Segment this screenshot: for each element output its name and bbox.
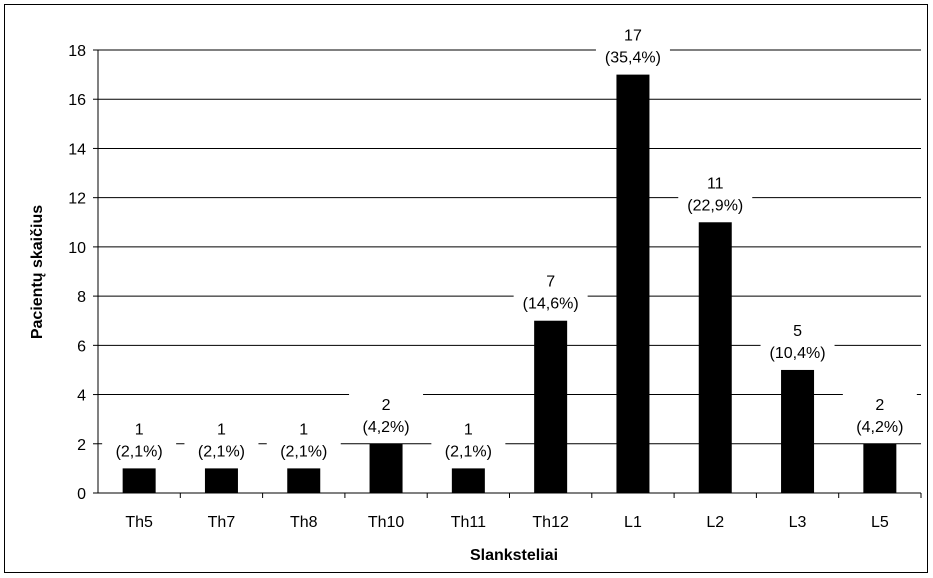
data-label-background [842,393,917,438]
data-label-percent: (2,1%) [198,443,245,460]
x-tick-label: Th10 [368,514,405,531]
y-tick-label: 4 [77,388,86,405]
data-label-percent: (35,4%) [605,50,661,67]
bar [781,369,815,493]
data-label-count: 1 [135,421,144,438]
bars [122,74,897,493]
data-label-background [184,418,259,463]
data-label-percent: (22,9%) [687,197,743,214]
x-tick-label: Th12 [532,514,569,531]
data-label-count: 11 [707,175,724,192]
data-label-count: 2 [382,397,391,414]
data-label-background [266,418,341,463]
data-label-count: 5 [793,323,802,340]
y-tick-label: 2 [77,437,86,454]
x-tick-label: L2 [706,514,724,531]
y-tick-label: 8 [77,289,86,306]
data-label-percent: (4,2%) [362,419,409,436]
x-tick-label: L3 [789,514,807,531]
x-axis-title: Slanksteliai [470,547,558,564]
data-label-percent: (2,1%) [280,443,327,460]
y-tick-label: 18 [68,43,86,60]
x-tick-label: L5 [871,514,889,531]
x-tick-label: Th7 [208,514,236,531]
x-tick-label: L1 [624,514,642,531]
y-axis-title: Pacientų skaičius [29,205,46,339]
data-label-background [102,418,177,463]
bar [204,468,238,493]
y-tick-label: 16 [68,92,86,109]
data-label-background [349,393,424,438]
bar [698,222,732,493]
data-label-count: 1 [299,421,308,438]
data-labels: 1 (2,1%) 1 (2,1%) 1 (2,1%) 2 (4,2%) 1 (2,1%) 7 (14,… [116,28,904,461]
data-label-percent: (10,4%) [770,345,826,362]
x-tick-label: Th11 [451,514,486,531]
bar [863,443,897,493]
bar [616,74,650,493]
y-tick-label: 0 [77,486,86,503]
bar [451,468,485,493]
data-label-count: 7 [546,274,555,291]
data-label-percent: (2,1%) [116,443,163,460]
data-label-background [513,270,588,315]
y-tick-label: 12 [68,191,86,208]
data-label-count: 1 [464,421,473,438]
bar [122,468,156,493]
data-label-percent: (14,6%) [523,296,579,313]
bar [287,468,321,493]
y-tick-label: 14 [68,141,86,158]
data-label-percent: (2,1%) [445,443,492,460]
data-label-background [595,24,670,69]
axes [93,49,922,498]
y-tick-label: 10 [68,240,86,257]
y-tick-labels: 0 2 4 6 8 10 12 14 16 18 [68,43,86,503]
data-label-background [431,418,506,463]
y-tick-label: 6 [77,338,86,355]
x-tick-label: Th5 [125,514,153,531]
bar [534,320,568,493]
data-label-backgrounds [102,24,917,463]
data-label-background [678,172,753,217]
data-label-count: 2 [875,397,884,414]
data-label-count: 17 [624,28,642,45]
data-label-count: 1 [217,421,226,438]
x-tick-label: Th8 [290,514,318,531]
bar [369,443,403,493]
data-label-percent: (4,2%) [856,419,903,436]
data-label-background [760,319,835,364]
x-tick-labels: Th5 Th7 Th8 Th10 Th11 Th12 L1 L2 L3 L5 [125,514,888,531]
